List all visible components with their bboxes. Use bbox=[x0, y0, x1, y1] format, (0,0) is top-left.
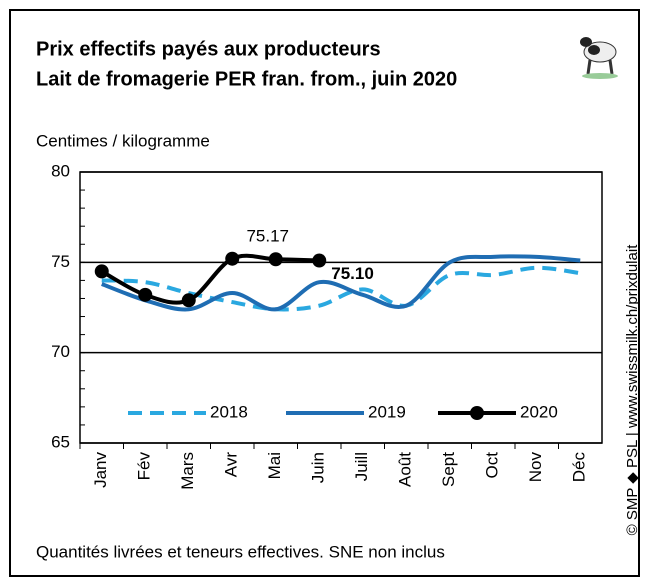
y-tick-label: 75 bbox=[51, 252, 70, 271]
x-tick-label: Mars bbox=[178, 452, 197, 490]
y-tick-label: 80 bbox=[51, 161, 70, 180]
x-tick-label: Nov bbox=[526, 452, 545, 483]
marker bbox=[312, 253, 327, 268]
x-tick-label: Avr bbox=[222, 452, 241, 478]
x-tick-label: Juin bbox=[309, 452, 328, 483]
marker bbox=[181, 293, 196, 308]
value-label: 75.10 bbox=[331, 264, 374, 283]
x-tick-label: Fév bbox=[135, 452, 154, 481]
line-2018 bbox=[101, 265, 581, 312]
y-tick-label: 70 bbox=[51, 342, 70, 361]
x-tick-label: Août bbox=[396, 452, 415, 487]
marker bbox=[94, 264, 109, 279]
x-tick-label: Janv bbox=[91, 452, 110, 488]
cow-icon bbox=[580, 37, 618, 79]
legend-marker bbox=[470, 406, 484, 420]
y-axis-label: Centimes / kilogramme bbox=[36, 131, 210, 150]
marker bbox=[225, 251, 240, 266]
x-tick-label: Déc bbox=[570, 452, 589, 483]
chart-title: Prix effectifs payés aux producteurs bbox=[36, 38, 381, 60]
legend-label: 2019 bbox=[368, 402, 406, 421]
legend-label: 2020 bbox=[520, 402, 558, 421]
x-tick-label: Mai bbox=[265, 452, 284, 479]
source: © SMP ◆ PSL | www.swissmilk.ch/prixdulai… bbox=[624, 244, 641, 536]
x-tick-label: Oct bbox=[483, 452, 502, 479]
line-2019 bbox=[101, 254, 581, 312]
x-tick-label: Sept bbox=[439, 452, 458, 487]
chart-subtitle: Lait de fromagerie PER fran. from., juin… bbox=[36, 68, 457, 90]
value-label: 75.17 bbox=[246, 227, 289, 246]
frame bbox=[9, 9, 640, 577]
marker bbox=[138, 287, 153, 302]
note: Quantités livrées et teneurs effectives.… bbox=[36, 542, 445, 561]
marker bbox=[268, 252, 283, 267]
legend-label: 2018 bbox=[210, 402, 248, 421]
y-tick-label: 65 bbox=[51, 432, 70, 451]
x-tick-label: Juill bbox=[352, 452, 371, 481]
